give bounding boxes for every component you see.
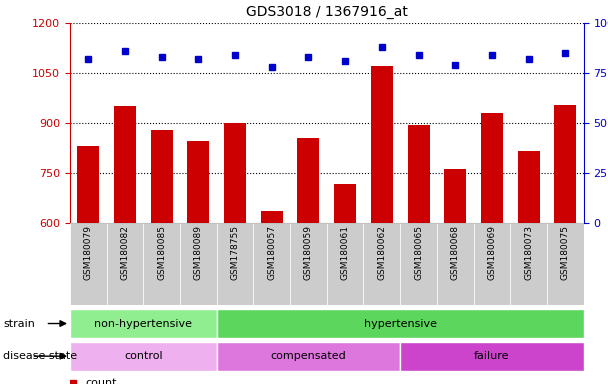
Text: GSM180073: GSM180073 xyxy=(524,225,533,280)
Text: GSM180057: GSM180057 xyxy=(268,225,276,280)
Text: GSM180061: GSM180061 xyxy=(340,225,350,280)
Bar xyxy=(70,223,106,305)
Bar xyxy=(180,223,216,305)
Bar xyxy=(224,123,246,223)
Text: hypertensive: hypertensive xyxy=(364,318,437,329)
Bar xyxy=(481,113,503,223)
Bar xyxy=(187,141,209,223)
Bar xyxy=(297,138,319,223)
Bar xyxy=(216,342,400,371)
Bar xyxy=(474,223,510,305)
Bar xyxy=(70,309,216,338)
Text: count: count xyxy=(85,378,117,384)
Text: GSM180082: GSM180082 xyxy=(120,225,130,280)
Text: GSM180059: GSM180059 xyxy=(304,225,313,280)
Text: GSM180085: GSM180085 xyxy=(157,225,166,280)
Text: GSM180062: GSM180062 xyxy=(378,225,386,280)
Bar xyxy=(400,223,437,305)
Bar xyxy=(254,223,290,305)
Bar xyxy=(290,223,327,305)
Bar xyxy=(364,223,400,305)
Text: GSM180068: GSM180068 xyxy=(451,225,460,280)
Bar xyxy=(327,223,364,305)
Bar xyxy=(407,124,429,223)
Bar xyxy=(400,342,584,371)
Text: GSM180079: GSM180079 xyxy=(84,225,93,280)
Bar xyxy=(216,309,584,338)
Text: GSM180069: GSM180069 xyxy=(488,225,497,280)
Text: failure: failure xyxy=(474,351,510,361)
Bar xyxy=(554,104,576,223)
Bar xyxy=(334,184,356,223)
Bar xyxy=(114,106,136,223)
Bar xyxy=(517,151,540,223)
Text: GSM180089: GSM180089 xyxy=(194,225,203,280)
Bar xyxy=(371,66,393,223)
Bar xyxy=(151,129,173,223)
Bar xyxy=(437,223,474,305)
Bar xyxy=(143,223,180,305)
Text: GSM180075: GSM180075 xyxy=(561,225,570,280)
Text: compensated: compensated xyxy=(271,351,347,361)
Bar xyxy=(444,169,466,223)
Title: GDS3018 / 1367916_at: GDS3018 / 1367916_at xyxy=(246,5,408,19)
Text: disease state: disease state xyxy=(3,351,77,361)
Text: GSM178755: GSM178755 xyxy=(230,225,240,280)
Text: control: control xyxy=(124,351,162,361)
Text: non-hypertensive: non-hypertensive xyxy=(94,318,192,329)
Text: GSM180065: GSM180065 xyxy=(414,225,423,280)
Bar xyxy=(70,342,216,371)
Bar xyxy=(510,223,547,305)
Bar xyxy=(216,223,254,305)
Bar xyxy=(106,223,143,305)
Bar xyxy=(261,211,283,223)
Bar xyxy=(77,146,99,223)
Text: strain: strain xyxy=(3,318,35,329)
Bar xyxy=(547,223,584,305)
